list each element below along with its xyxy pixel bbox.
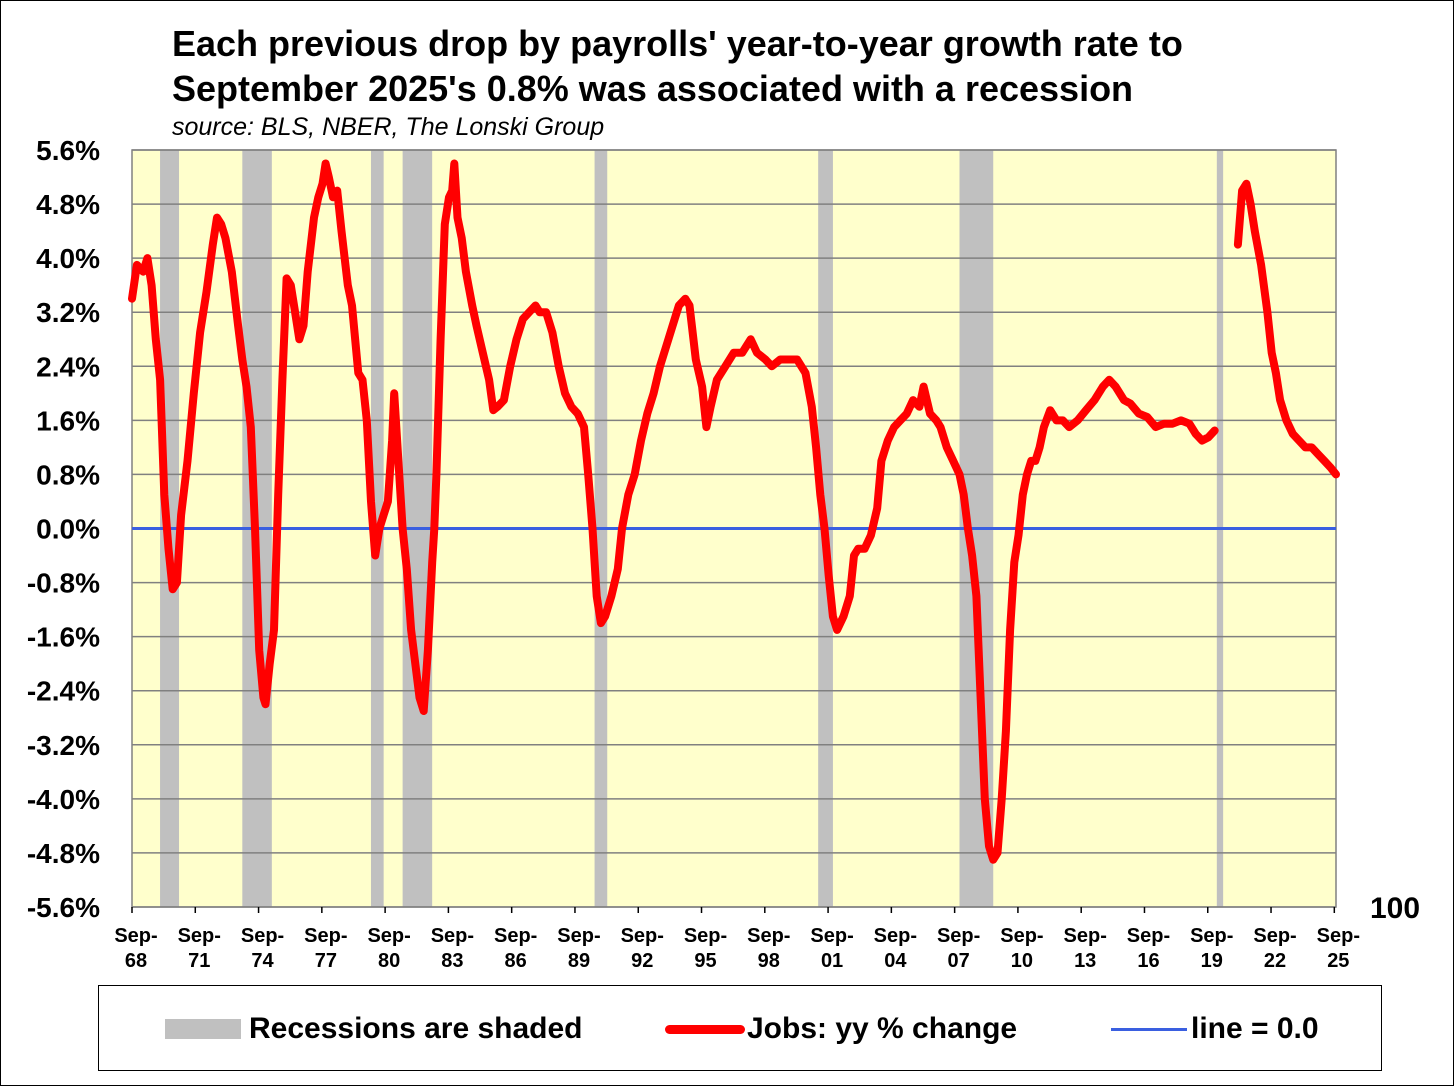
legend-label-zero-line: line = 0.0 [1191,1012,1319,1045]
legend-label-recessions: Recessions are shaded [249,1012,583,1045]
series-line [1233,179,1340,479]
legend-item-recessions: Recessions are shaded [165,986,583,1072]
y-tick-label: 5.6% [36,135,100,166]
x-tick-label-year: 71 [188,950,210,972]
x-tick-label-year: 10 [1011,950,1033,972]
chart-subtitle: source: BLS, NBER, The Lonski Group [172,113,605,141]
legend-item-zero-line: line = 0.0 [1111,986,1319,1072]
x-tick-label: Sep- [114,925,157,947]
x-tick-label-year: 22 [1264,950,1286,972]
y-tick-label: 0.0% [36,514,100,545]
x-tick-label: Sep- [684,925,727,947]
x-tick-label: Sep- [241,925,284,947]
y-tick-label: -5.6% [27,892,100,923]
x-tick-label-year: 83 [441,950,463,972]
legend-item-jobs: Jobs: yy % change [665,986,1017,1072]
x-tick-label-year: 16 [1137,950,1159,972]
x-tick-label: Sep- [1000,925,1043,947]
x-tick-label: Sep- [1190,925,1233,947]
y-tick-label: 4.8% [36,189,100,220]
y-tick-label: 4.0% [36,243,100,274]
x-axis: Sep- 68 Sep- 71 Sep- 74 Sep- 77 Sep- 80 Sep- 83 Sep-… [114,907,1360,972]
x-tick-label: Sep- [1253,925,1296,947]
legend-label-jobs: Jobs: yy % change [747,1012,1018,1045]
y-tick-label: -0.8% [27,568,100,599]
y-axis: 5.6% 4.8% 4.0% 3.2% 2.4% 1.6% 0.8% 0.0% -0.8% -1.… [27,135,100,923]
x-tick-label-year: 98 [758,950,780,972]
chart-title-line-2: September 2025's 0.8% was associated wit… [172,68,1134,109]
y-tick-label: 2.4% [36,351,100,382]
x-tick-label: Sep- [1127,925,1170,947]
x-tick-label-year: 86 [505,950,527,972]
x-tick-label-year: 13 [1074,950,1096,972]
x-tick-label: Sep- [810,925,853,947]
x-tick-label-year: 07 [948,950,970,972]
x-tick-label: Sep- [1064,925,1107,947]
x-tick-label: Sep- [494,925,537,947]
x-tick-label: Sep- [937,925,980,947]
x-tick-label: Sep- [874,925,917,947]
series-line [128,159,1219,864]
jobs-line-swatch [665,1024,745,1034]
x-tick-label: Sep- [747,925,790,947]
y-tick-label: -1.6% [27,622,100,653]
zero-line-swatch [1111,1027,1187,1031]
x-tick-label-year: 04 [884,950,907,972]
line-chart: 5.6% 4.8% 4.0% 3.2% 2.4% 1.6% 0.8% 0.0% -0.8% -1.… [27,135,1420,972]
y-tick-label: -3.2% [27,730,100,761]
x-tick-label-year: 80 [378,950,400,972]
x-tick-label-year: 92 [631,950,653,972]
recession-swatch [165,1019,241,1039]
right-axis-label: 100 [1370,892,1420,925]
legend: Recessions are shaded Jobs: yy % change … [98,985,1382,1071]
y-tick-label: 1.6% [36,405,100,436]
series-jobs-yy [128,159,1340,864]
x-tick-label-year: 25 [1327,950,1349,972]
x-tick-label: Sep- [304,925,347,947]
x-tick-label-year: 95 [694,950,716,972]
x-tick-label: Sep- [557,925,600,947]
x-tick-label-year: 19 [1201,950,1223,972]
y-tick-label: -4.0% [27,784,100,815]
x-tick-label-year: 77 [315,950,337,972]
x-tick-label: Sep- [1317,925,1360,947]
x-tick-label-year: 74 [251,950,274,972]
y-tick-label: 0.8% [36,459,100,490]
y-tick-label: -2.4% [27,676,100,707]
x-tick-label-year: 68 [125,950,147,972]
x-tick-label-year: 01 [821,950,843,972]
y-tick-label: 3.2% [36,297,100,328]
y-tick-label: -4.8% [27,838,100,869]
chart-title-line-1: Each previous drop by payrolls' year-to-… [172,23,1183,64]
x-tick-label: Sep- [367,925,410,947]
x-tick-label-year: 89 [568,950,590,972]
x-tick-label: Sep- [178,925,221,947]
x-tick-label: Sep- [621,925,664,947]
x-tick-label: Sep- [431,925,474,947]
